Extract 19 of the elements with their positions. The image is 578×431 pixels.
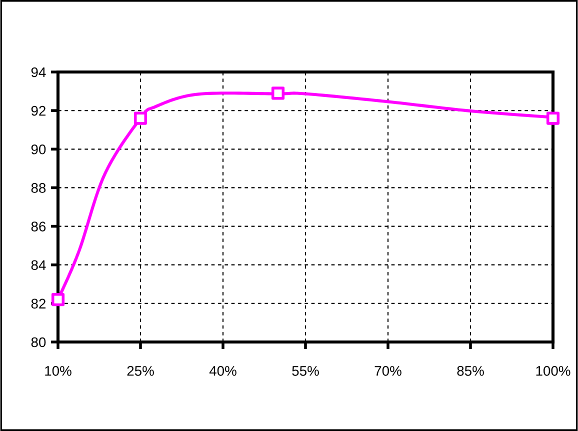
y-tick-label: 92 [31,106,46,116]
y-tick-label: 90 [31,144,46,154]
x-tick-label: 25% [127,366,154,376]
point [51,293,65,306]
x-tick-label: 70% [374,366,402,376]
x-tick-label: 10% [45,366,72,376]
point [546,112,560,125]
y-tick-label: 88 [31,183,46,193]
x-tick-label: 85% [457,366,484,376]
y-tick-label: 94 [31,67,46,78]
y-tick-label: 82 [31,298,46,309]
y-tick-label: 86 [31,222,46,232]
point [271,86,285,100]
x-tick-label: 40% [209,366,236,376]
x-tick-label: 55% [292,366,319,376]
x-tick-label: 100% [536,366,570,376]
point [134,112,148,125]
y-tick-label: 84 [31,260,46,270]
y-tick-label: 80 [31,337,46,348]
